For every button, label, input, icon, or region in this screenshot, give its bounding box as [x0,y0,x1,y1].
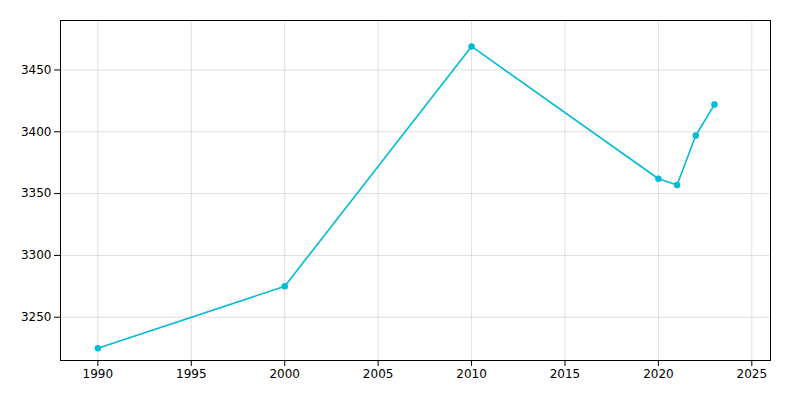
svg-text:2000: 2000 [269,367,300,381]
svg-text:2020: 2020 [643,367,674,381]
svg-text:3250: 3250 [21,310,52,324]
svg-text:3400: 3400 [21,125,52,139]
svg-text:2005: 2005 [363,367,394,381]
svg-text:2025: 2025 [737,367,768,381]
svg-text:3300: 3300 [21,248,52,262]
svg-text:1990: 1990 [83,367,114,381]
svg-text:2015: 2015 [550,367,581,381]
svg-text:3350: 3350 [21,186,52,200]
svg-text:2010: 2010 [456,367,487,381]
svg-text:1995: 1995 [176,367,207,381]
svg-text:3450: 3450 [21,63,52,77]
